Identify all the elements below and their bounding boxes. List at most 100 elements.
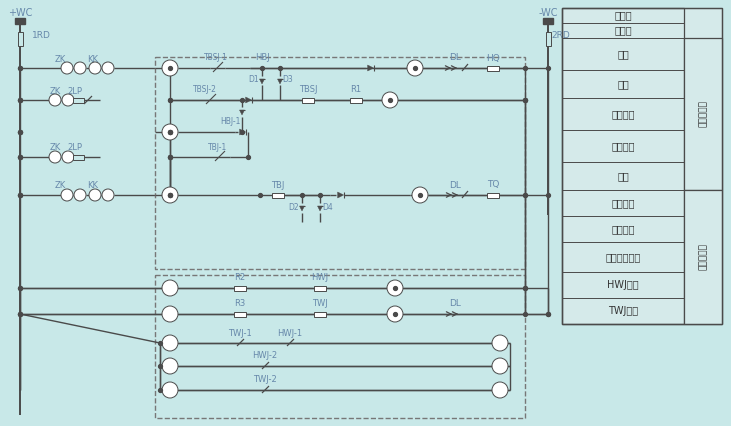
Text: ZK: ZK <box>50 144 61 153</box>
Text: DL: DL <box>449 181 461 190</box>
Polygon shape <box>278 79 282 84</box>
Text: R3: R3 <box>235 299 246 308</box>
Text: ZK: ZK <box>54 55 66 63</box>
Text: 合閒位置: 合閒位置 <box>611 198 635 208</box>
Text: A12: A12 <box>164 193 176 198</box>
Circle shape <box>74 189 86 201</box>
Text: B09: B09 <box>494 363 506 368</box>
Bar <box>684 38 722 190</box>
Text: 跳合閒回路: 跳合閒回路 <box>699 101 708 127</box>
Bar <box>155 57 525 269</box>
Circle shape <box>89 189 101 201</box>
Text: HBJ: HBJ <box>254 54 270 63</box>
Circle shape <box>162 124 178 140</box>
Text: 2RD: 2RD <box>551 31 569 40</box>
Circle shape <box>102 62 114 74</box>
Text: DL: DL <box>449 299 461 308</box>
Bar <box>155 275 525 418</box>
Text: TBSJ-2: TBSJ-2 <box>193 86 217 95</box>
Bar <box>234 285 246 291</box>
Bar <box>487 193 499 198</box>
Bar <box>545 32 550 46</box>
Circle shape <box>162 280 178 296</box>
Text: TWJ接點: TWJ接點 <box>608 306 638 316</box>
Circle shape <box>382 92 398 108</box>
Circle shape <box>162 335 178 351</box>
Text: 合閒保持: 合閒保持 <box>611 109 635 119</box>
Text: D4: D4 <box>322 204 333 213</box>
Text: A01: A01 <box>409 66 421 70</box>
Text: ZK: ZK <box>50 86 61 95</box>
Text: 跳閒位置: 跳閒位置 <box>611 224 635 234</box>
Polygon shape <box>240 110 244 115</box>
Bar <box>302 98 314 103</box>
Circle shape <box>412 187 428 203</box>
Text: A03: A03 <box>164 130 176 135</box>
Polygon shape <box>300 206 305 211</box>
Circle shape <box>89 62 101 74</box>
Text: B10: B10 <box>494 340 506 345</box>
Bar <box>487 66 499 70</box>
Text: 跳合閒位置: 跳合閒位置 <box>699 244 708 271</box>
Circle shape <box>162 187 178 203</box>
Text: 1RD: 1RD <box>32 31 51 40</box>
Polygon shape <box>368 65 374 71</box>
Circle shape <box>492 382 508 398</box>
Text: DL: DL <box>449 54 461 63</box>
Text: +WC: +WC <box>8 8 32 18</box>
Text: 小母線: 小母線 <box>614 11 632 20</box>
Text: 跳閒保持: 跳閒保持 <box>611 141 635 151</box>
Text: 操作回路斷線: 操作回路斷線 <box>605 252 640 262</box>
Circle shape <box>102 189 114 201</box>
Text: TBJ-1: TBJ-1 <box>208 143 227 152</box>
Text: 跳閒: 跳閒 <box>617 171 629 181</box>
Text: B04: B04 <box>164 388 176 392</box>
Circle shape <box>162 358 178 374</box>
Text: B03: B03 <box>389 311 401 317</box>
Circle shape <box>62 94 74 106</box>
Bar <box>562 8 722 324</box>
Circle shape <box>74 62 86 74</box>
Text: R1: R1 <box>350 86 362 95</box>
Circle shape <box>162 306 178 322</box>
Circle shape <box>407 60 423 76</box>
Circle shape <box>387 280 403 296</box>
Text: B02: B02 <box>164 311 176 317</box>
Bar <box>72 155 83 159</box>
Bar <box>15 18 25 24</box>
Text: B12: B12 <box>389 285 401 291</box>
Polygon shape <box>317 206 322 211</box>
Circle shape <box>162 60 178 76</box>
Text: -WC: -WC <box>538 8 558 18</box>
Text: 合閒: 合閒 <box>617 49 629 59</box>
Circle shape <box>49 94 61 106</box>
Text: B07: B07 <box>164 363 176 368</box>
Bar <box>684 190 722 324</box>
Text: B01: B01 <box>164 340 176 345</box>
Text: B11: B11 <box>164 285 176 291</box>
Text: A10: A10 <box>414 193 426 198</box>
Circle shape <box>492 335 508 351</box>
Text: HQ: HQ <box>486 54 500 63</box>
Text: HWJ-1: HWJ-1 <box>278 328 303 337</box>
Text: TWJ-2: TWJ-2 <box>253 375 277 385</box>
Circle shape <box>492 358 508 374</box>
Text: A07: A07 <box>384 98 396 103</box>
Text: D2: D2 <box>289 204 299 213</box>
Bar <box>543 18 553 24</box>
Polygon shape <box>338 192 344 198</box>
Text: TQ: TQ <box>487 181 499 190</box>
Text: HWJ: HWJ <box>311 273 328 282</box>
Text: 2LP: 2LP <box>67 144 83 153</box>
Polygon shape <box>240 129 246 135</box>
Bar <box>562 8 722 324</box>
Bar <box>272 193 284 198</box>
Text: KK: KK <box>88 181 99 190</box>
Bar <box>72 98 83 103</box>
Text: HWJ-2: HWJ-2 <box>252 351 278 360</box>
Text: 2LP: 2LP <box>67 86 83 95</box>
Text: HBJ-1: HBJ-1 <box>220 118 240 127</box>
Text: TBJ: TBJ <box>271 181 284 190</box>
Text: TWJ-1: TWJ-1 <box>228 328 252 337</box>
Circle shape <box>61 62 73 74</box>
